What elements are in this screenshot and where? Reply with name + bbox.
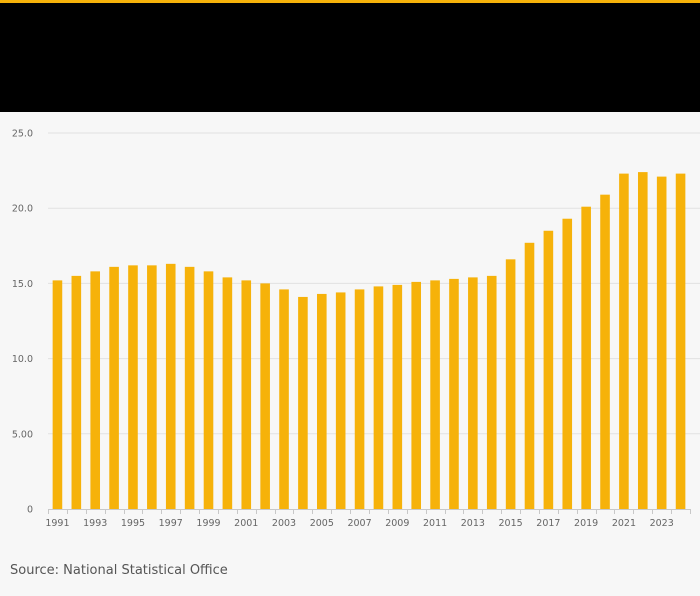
bar-2018 bbox=[562, 218, 573, 509]
y-tick-label: 25.0 bbox=[12, 129, 33, 140]
x-tick-label: 2011 bbox=[423, 518, 447, 529]
bar-2015 bbox=[505, 259, 516, 509]
x-tick-label: 2015 bbox=[499, 518, 523, 529]
bar-2000 bbox=[222, 277, 233, 509]
x-tick-label: 2003 bbox=[272, 518, 296, 529]
bar-2012 bbox=[449, 278, 459, 509]
bar-2019 bbox=[581, 206, 591, 510]
bar-1991 bbox=[52, 280, 63, 509]
bar-2005 bbox=[316, 293, 327, 509]
bar-1998 bbox=[184, 266, 195, 509]
y-tick-label: 20.0 bbox=[12, 204, 33, 215]
y-tick-label: 15.0 bbox=[12, 279, 33, 290]
y-tick-label: 10.0 bbox=[12, 354, 33, 365]
x-tick-label: 1997 bbox=[159, 518, 183, 529]
y-tick-label: 0 bbox=[27, 505, 33, 516]
bar-2007 bbox=[354, 289, 365, 509]
x-tick-label: 2001 bbox=[234, 518, 258, 529]
x-tick-label: 2023 bbox=[650, 518, 674, 529]
bar-2016 bbox=[524, 242, 535, 510]
x-tick-label: 1991 bbox=[45, 518, 69, 529]
bar-2014 bbox=[486, 275, 497, 509]
x-tick-label: 1999 bbox=[196, 518, 220, 529]
bar-1995 bbox=[128, 265, 138, 509]
bar-2023 bbox=[656, 176, 667, 509]
bar-1992 bbox=[71, 275, 82, 509]
bar-2009 bbox=[392, 284, 403, 509]
bar-2003 bbox=[279, 289, 289, 509]
bar-1997 bbox=[165, 263, 176, 509]
chart-area: 0 5.00 10.0 15.0 20.0 25.0 1991 1993 1995 1997 199… bbox=[0, 112, 700, 552]
bar-2004 bbox=[298, 296, 308, 509]
bar-1996 bbox=[147, 265, 157, 509]
x-tick-label: 2019 bbox=[574, 518, 598, 529]
bar-2020 bbox=[600, 194, 610, 509]
x-tick-label: 2009 bbox=[385, 518, 409, 529]
bar-2013 bbox=[468, 277, 478, 509]
x-tick-label: 2005 bbox=[310, 518, 334, 529]
x-tick-label: 2021 bbox=[612, 518, 636, 529]
bar-2024 bbox=[675, 173, 686, 509]
bar-chart: 0 5.00 10.0 15.0 20.0 25.0 1991 1993 1995 1997 199… bbox=[12, 129, 700, 529]
bar-1999 bbox=[203, 271, 214, 509]
bar-2006 bbox=[335, 292, 346, 509]
source-note: Source: National Statistical Office bbox=[10, 563, 228, 578]
bar-2017 bbox=[543, 230, 554, 509]
bar-2022 bbox=[637, 172, 648, 509]
x-tick-label: 2017 bbox=[536, 518, 560, 529]
x-tick-label: 2007 bbox=[347, 518, 371, 529]
bar-2010 bbox=[411, 281, 422, 509]
top-accent-rule bbox=[0, 0, 700, 3]
bar-1993 bbox=[90, 271, 101, 509]
x-tick-label: 2013 bbox=[461, 518, 485, 529]
bar-2001 bbox=[241, 280, 252, 509]
bar-2002 bbox=[260, 283, 270, 509]
bar-2011 bbox=[430, 280, 440, 509]
x-tick-label: 1993 bbox=[83, 518, 107, 529]
header-band bbox=[0, 3, 700, 112]
bar-2008 bbox=[373, 286, 384, 509]
bar-1994 bbox=[109, 266, 119, 509]
bar-2021 bbox=[619, 173, 629, 509]
x-tick-label: 1995 bbox=[121, 518, 145, 529]
y-tick-label: 5.00 bbox=[12, 429, 33, 440]
